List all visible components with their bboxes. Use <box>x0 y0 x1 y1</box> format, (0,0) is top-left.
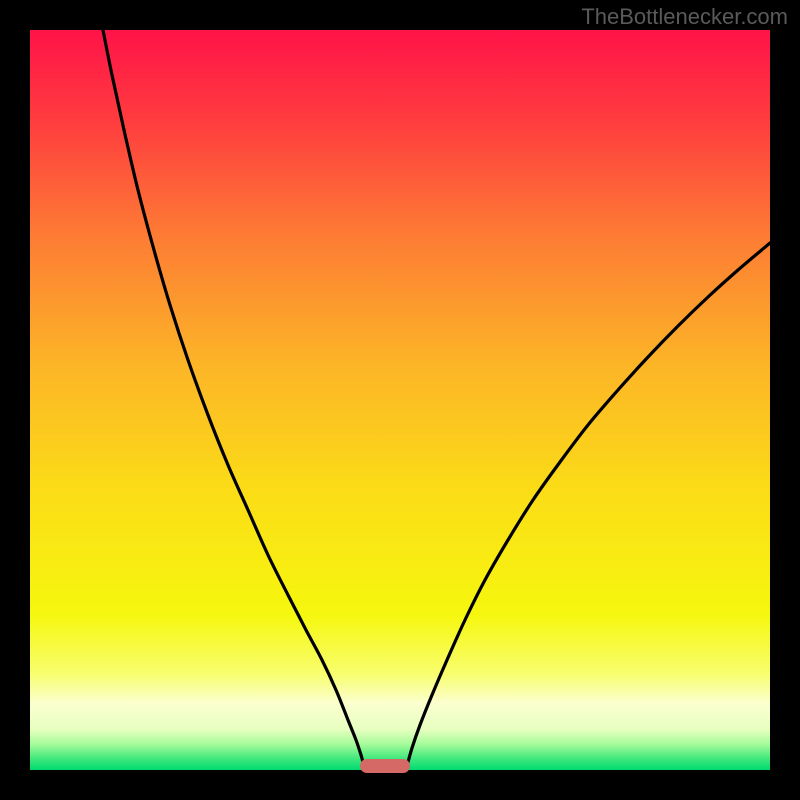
right-curve <box>407 243 770 766</box>
plot-area <box>30 30 770 770</box>
left-curve <box>103 30 364 766</box>
root: TheBottlenecker.com <box>0 0 800 800</box>
optimal-marker <box>360 759 410 773</box>
watermark-text: TheBottlenecker.com <box>581 4 788 30</box>
bottleneck-curves <box>30 30 770 770</box>
